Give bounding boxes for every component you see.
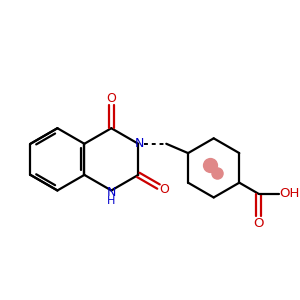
Text: O: O xyxy=(160,184,170,196)
Text: H: H xyxy=(107,196,116,206)
Text: OH: OH xyxy=(280,188,300,200)
Text: N: N xyxy=(134,137,144,150)
Text: O: O xyxy=(254,217,264,230)
Text: N: N xyxy=(106,185,116,199)
Text: O: O xyxy=(106,92,116,104)
